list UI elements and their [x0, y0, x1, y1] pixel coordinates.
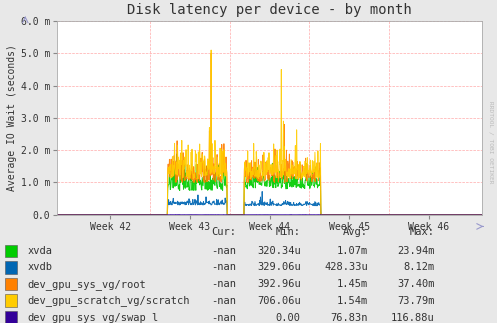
Text: 706.06u: 706.06u — [257, 296, 301, 306]
Text: 23.94m: 23.94m — [398, 246, 435, 256]
Text: 392.96u: 392.96u — [257, 279, 301, 289]
Text: -nan: -nan — [211, 262, 236, 272]
Y-axis label: Average IO Wait (seconds): Average IO Wait (seconds) — [6, 45, 17, 191]
Bar — [5, 311, 17, 323]
Text: 1.45m: 1.45m — [336, 279, 368, 289]
Text: 1.54m: 1.54m — [336, 296, 368, 306]
Text: 116.88u: 116.88u — [391, 313, 435, 323]
Text: 329.06u: 329.06u — [257, 262, 301, 272]
Text: 73.79m: 73.79m — [398, 296, 435, 306]
Text: 428.33u: 428.33u — [324, 262, 368, 272]
Bar — [5, 261, 17, 274]
Text: RRDTOOL / TOBI OETIKER: RRDTOOL / TOBI OETIKER — [489, 101, 494, 183]
Text: -nan: -nan — [211, 296, 236, 306]
Text: Cur:: Cur: — [211, 227, 236, 237]
Text: 1.07m: 1.07m — [336, 246, 368, 256]
Text: -nan: -nan — [211, 313, 236, 323]
Text: Avg:: Avg: — [343, 227, 368, 237]
Text: 0.00: 0.00 — [276, 313, 301, 323]
Title: Disk latency per device - by month: Disk latency per device - by month — [127, 3, 412, 17]
Text: -nan: -nan — [211, 246, 236, 256]
Bar — [5, 295, 17, 307]
Text: dev_gpu_sys_vg/root: dev_gpu_sys_vg/root — [27, 279, 146, 289]
Text: Min:: Min: — [276, 227, 301, 237]
Bar — [5, 245, 17, 257]
Bar — [5, 278, 17, 290]
Text: 8.12m: 8.12m — [404, 262, 435, 272]
Text: -nan: -nan — [211, 279, 236, 289]
Text: Max:: Max: — [410, 227, 435, 237]
Text: 76.83n: 76.83n — [331, 313, 368, 323]
Text: 320.34u: 320.34u — [257, 246, 301, 256]
Text: 37.40m: 37.40m — [398, 279, 435, 289]
Text: xvdb: xvdb — [27, 262, 52, 272]
Text: xvda: xvda — [27, 246, 52, 256]
Text: dev_gpu_sys_vg/swap_l: dev_gpu_sys_vg/swap_l — [27, 312, 159, 323]
Text: dev_gpu_scratch_vg/scratch: dev_gpu_scratch_vg/scratch — [27, 295, 190, 306]
